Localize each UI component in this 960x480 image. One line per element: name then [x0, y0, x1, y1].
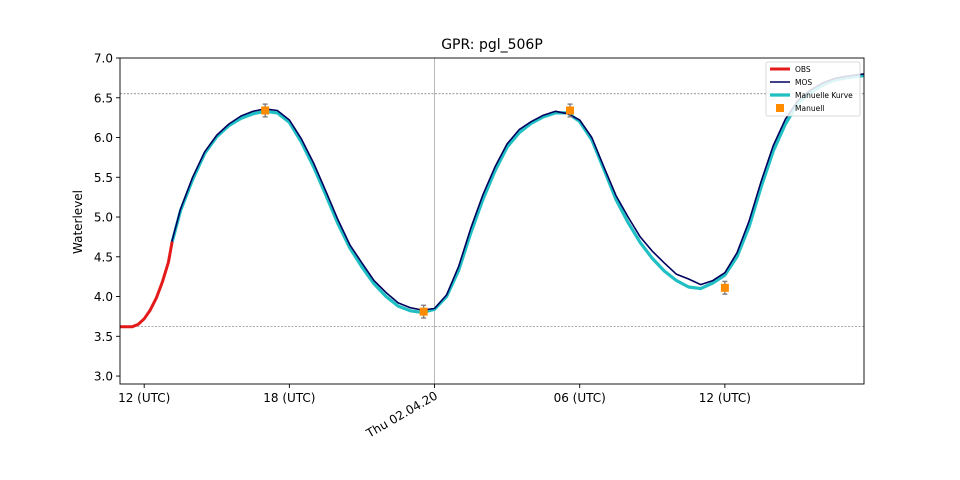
axes-frame	[119, 57, 865, 385]
legend-swatch	[776, 104, 784, 112]
y-tick-label: 6.0	[94, 131, 113, 145]
manual-point	[419, 307, 428, 316]
legend: OBS MOS Manuelle Kurve Manuell	[765, 61, 861, 117]
manual-point	[261, 106, 270, 115]
manual-point	[566, 106, 575, 115]
chart-title: GPR: pgl_506P	[441, 37, 543, 53]
series-line-manuelle-kurve	[170, 73, 864, 314]
legend-label: Manuell	[795, 104, 824, 113]
series-line-obs	[120, 241, 174, 329]
manual-point	[720, 283, 729, 292]
x-tick-label: 06 (UTC)	[554, 391, 606, 405]
x-tick-label: 18 (UTC)	[263, 391, 315, 405]
plot-area	[120, 58, 864, 384]
x-tick-label: 12 (UTC)	[699, 391, 751, 405]
y-tick-label: 3.0	[94, 370, 113, 384]
x-tick-label: 12 (UTC)	[118, 391, 170, 405]
y-tick-label: 7.0	[94, 52, 113, 66]
legend-box	[765, 61, 861, 117]
y-tick-label: 4.5	[94, 250, 113, 264]
legend-label: MOS	[795, 78, 812, 87]
legend-label: OBS	[795, 65, 811, 74]
y-tick-label: 3.5	[94, 330, 113, 344]
y-axis-label: Waterlevel	[71, 190, 85, 254]
legend-label: Manuelle Kurve	[795, 91, 853, 100]
y-tick-label: 6.5	[94, 91, 113, 105]
y-tick-label: 4.0	[94, 290, 113, 304]
y-tick-label: 5.5	[94, 171, 113, 185]
series-line-mos	[171, 73, 864, 311]
y-tick-label: 5.0	[94, 211, 113, 225]
